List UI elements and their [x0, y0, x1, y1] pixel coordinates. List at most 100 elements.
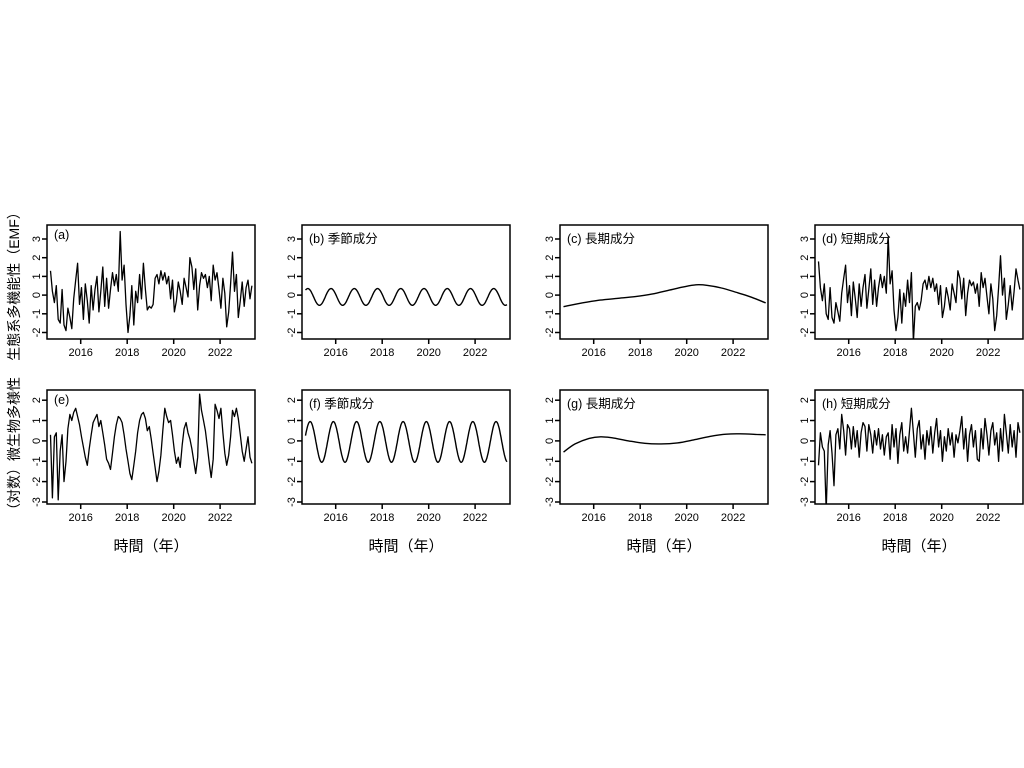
svg-text:2020: 2020 — [416, 512, 440, 524]
svg-text:2: 2 — [544, 255, 556, 261]
svg-text:2018: 2018 — [628, 512, 652, 524]
svg-text:3: 3 — [286, 236, 298, 242]
panel-a-plot: 2016 2018 2020 2022 -2 -1 0 1 2 3 — [31, 224, 256, 359]
panel-h-plot: 2016 2018 2020 2022 -3 -2 -1 0 1 2 — [799, 389, 1024, 524]
svg-text:0: 0 — [799, 292, 811, 298]
svg-text:1: 1 — [544, 273, 556, 279]
svg-text:2018: 2018 — [370, 512, 394, 524]
panel-f-annotation: (f) 季節成分 — [309, 397, 375, 411]
svg-text:2: 2 — [799, 255, 811, 261]
panel-c: (c) 長期成分 2016 2018 2020 2022 -2 -1 0 1 2 3 — [526, 224, 778, 366]
panel-c-plot: 2016 2018 2020 2022 -2 -1 0 1 2 3 — [544, 224, 769, 359]
svg-text:-1: -1 — [31, 309, 43, 319]
svg-text:2: 2 — [31, 397, 43, 403]
svg-text:2: 2 — [286, 255, 298, 261]
svg-text:2018: 2018 — [628, 347, 652, 359]
svg-text:-1: -1 — [544, 456, 556, 466]
svg-text:-2: -2 — [544, 477, 556, 487]
panel-f-plot: 2016 2018 2020 2022 -3 -2 -1 0 1 2 — [286, 389, 511, 524]
svg-text:-2: -2 — [286, 477, 298, 487]
svg-text:3: 3 — [31, 236, 43, 242]
svg-text:2018: 2018 — [883, 347, 907, 359]
svg-text:2018: 2018 — [370, 347, 394, 359]
svg-text:-1: -1 — [799, 456, 811, 466]
svg-text:0: 0 — [799, 438, 811, 444]
svg-text:2022: 2022 — [721, 347, 745, 359]
svg-text:2016: 2016 — [836, 512, 860, 524]
svg-text:-1: -1 — [544, 309, 556, 319]
svg-text:-3: -3 — [31, 497, 43, 507]
svg-text:2018: 2018 — [115, 512, 139, 524]
svg-text:2016: 2016 — [323, 347, 347, 359]
svg-text:-3: -3 — [544, 497, 556, 507]
panel-e-plot: 2016 2018 2020 2022 -3 -2 -1 0 1 2 — [31, 389, 256, 524]
svg-text:2016: 2016 — [68, 347, 92, 359]
svg-text:0: 0 — [31, 438, 43, 444]
svg-text:2016: 2016 — [581, 512, 605, 524]
svg-text:2022: 2022 — [463, 512, 487, 524]
svg-text:0: 0 — [544, 292, 556, 298]
x-axis-title: 時間（年） — [113, 538, 189, 555]
panel-h-annotation: (h) 短期成分 — [822, 397, 891, 411]
svg-text:3: 3 — [799, 236, 811, 242]
svg-text:0: 0 — [286, 438, 298, 444]
x-axis-title: 時間（年） — [626, 538, 702, 555]
svg-text:1: 1 — [286, 273, 298, 279]
panel-g: (g) 長期成分 2016 2018 2020 2022 -3 -2 -1 0 1 2 時間（年） — [526, 389, 778, 555]
svg-text:-2: -2 — [286, 328, 298, 338]
panel-b: (b) 季節成分 2016 2018 2020 2022 -2 -1 0 1 2 3 — [268, 224, 520, 366]
panel-e-annotation: (e) — [54, 393, 70, 407]
svg-text:-2: -2 — [31, 477, 43, 487]
svg-text:0: 0 — [286, 292, 298, 298]
x-axis-title: 時間（年） — [368, 538, 444, 555]
svg-text:-1: -1 — [286, 309, 298, 319]
svg-text:1: 1 — [31, 273, 43, 279]
svg-text:1: 1 — [31, 417, 43, 423]
panel-f: (f) 季節成分 2016 2018 2020 2022 -3 -2 -1 0 1 2 時間（年） — [268, 389, 520, 555]
svg-text:2022: 2022 — [721, 512, 745, 524]
svg-text:2: 2 — [544, 397, 556, 403]
svg-text:2022: 2022 — [208, 512, 232, 524]
svg-text:2020: 2020 — [161, 347, 185, 359]
svg-text:-1: -1 — [31, 456, 43, 466]
svg-text:3: 3 — [544, 236, 556, 242]
svg-text:2016: 2016 — [68, 512, 92, 524]
svg-text:-2: -2 — [544, 328, 556, 338]
panel-d-plot: 2016 2018 2020 2022 -2 -1 0 1 2 3 — [799, 224, 1024, 359]
panel-e: (e) 2016 2018 2020 2022 -3 -2 -1 0 1 2 時間（年） — [13, 389, 265, 555]
svg-text:2: 2 — [286, 397, 298, 403]
svg-text:2020: 2020 — [161, 512, 185, 524]
panel-b-plot: 2016 2018 2020 2022 -2 -1 0 1 2 3 — [286, 224, 511, 359]
svg-text:2020: 2020 — [929, 512, 953, 524]
svg-text:1: 1 — [799, 417, 811, 423]
svg-text:-3: -3 — [799, 497, 811, 507]
svg-text:2016: 2016 — [581, 347, 605, 359]
x-axis-title: 時間（年） — [881, 538, 957, 555]
panel-g-annotation: (g) 長期成分 — [567, 397, 636, 411]
svg-text:-3: -3 — [286, 497, 298, 507]
panel-c-annotation: (c) 長期成分 — [567, 232, 636, 246]
panel-d: (d) 短期成分 2016 2018 2020 2022 -2 -1 0 1 2 3 — [781, 224, 1024, 366]
svg-text:-2: -2 — [799, 328, 811, 338]
svg-text:0: 0 — [31, 292, 43, 298]
panel-h: (h) 短期成分 2016 2018 2020 2022 -3 -2 -1 0 1 2 時間（年） — [781, 389, 1024, 555]
svg-text:2016: 2016 — [836, 347, 860, 359]
svg-text:-1: -1 — [799, 309, 811, 319]
svg-text:2: 2 — [31, 255, 43, 261]
svg-text:1: 1 — [544, 417, 556, 423]
svg-text:2022: 2022 — [976, 512, 1000, 524]
svg-text:-1: -1 — [286, 456, 298, 466]
svg-text:2016: 2016 — [323, 512, 347, 524]
panel-b-annotation: (b) 季節成分 — [309, 232, 378, 246]
svg-text:2: 2 — [799, 397, 811, 403]
svg-text:1: 1 — [799, 273, 811, 279]
svg-text:2018: 2018 — [115, 347, 139, 359]
panel-g-plot: 2016 2018 2020 2022 -3 -2 -1 0 1 2 — [544, 389, 769, 524]
panel-d-annotation: (d) 短期成分 — [822, 232, 891, 246]
svg-text:2020: 2020 — [416, 347, 440, 359]
svg-text:2020: 2020 — [674, 512, 698, 524]
svg-text:2020: 2020 — [674, 347, 698, 359]
svg-text:-2: -2 — [799, 477, 811, 487]
svg-text:1: 1 — [286, 417, 298, 423]
